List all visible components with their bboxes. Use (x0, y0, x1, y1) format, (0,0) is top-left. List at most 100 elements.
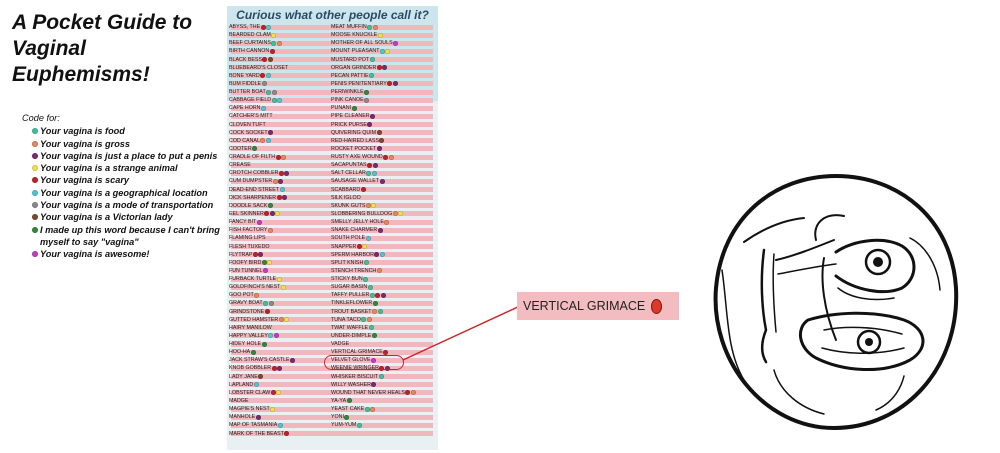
row-stripe (231, 406, 433, 412)
row-stripe (231, 130, 433, 136)
euphemism-entry: SPERM HARBOR (331, 251, 385, 259)
row-stripe (231, 300, 433, 306)
category-dot-icon (377, 32, 383, 38)
legend-color-dot-icon (32, 214, 38, 221)
category-dot-icon (260, 73, 266, 79)
category-dot-icon (371, 170, 377, 176)
euphemism-label: SMELLY JELLY HOLE (331, 219, 384, 226)
category-dot-icon (253, 382, 259, 388)
euphemism-entry: CREASE (229, 161, 251, 169)
category-dot-icon (382, 65, 388, 71)
category-dot-icon (271, 97, 277, 103)
euphemism-entry: SALT CELLAR (331, 169, 377, 177)
row-stripe (231, 211, 433, 217)
category-dot-icon (273, 333, 279, 339)
euphemism-label: SKUNK GUTS (331, 202, 366, 209)
euphemism-guide: Curious what other people call it? ABYSS… (227, 6, 438, 450)
euphemism-label: PIPE CLEANER (331, 113, 370, 120)
category-dot-icon (267, 57, 273, 63)
euphemism-entry: BONE YARD (229, 72, 271, 80)
legend-item: Your vagina is gross (22, 138, 227, 150)
category-dot-icon (269, 211, 275, 217)
row-stripe (231, 276, 433, 282)
legend-item-label: I made up this word because I can't brin… (40, 224, 220, 247)
euphemism-entry: BEARDED CLAM (229, 31, 277, 39)
euphemism-label: FURBACK TURTLE (229, 276, 277, 283)
guide-title: Curious what other people call it? (236, 8, 429, 22)
category-dot-icon (363, 260, 369, 266)
category-dot-icon (387, 81, 393, 87)
category-dot-icon (280, 284, 286, 290)
category-dot-icon (275, 211, 281, 217)
category-dot-icon (284, 431, 290, 436)
category-dot-icon (376, 268, 382, 274)
category-dot-icon (277, 422, 283, 428)
euphemism-label: PENIS PENITENTIARY (331, 80, 387, 87)
legend-item-label: Your vagina is gross (40, 138, 131, 149)
euphemism-label: CAPE HORN (229, 105, 261, 112)
category-dot-icon (277, 97, 283, 103)
category-dot-icon (379, 252, 385, 258)
legend-item-label: Your vagina is a geographical location (40, 187, 208, 198)
euphemism-entry: CRADLE OF FILTH (229, 153, 287, 161)
row-stripe (231, 349, 433, 355)
euphemism-entry: SILK IGLOO (331, 194, 361, 202)
row-stripe (231, 32, 433, 38)
category-dot-icon (372, 309, 378, 315)
euphemism-label: LOBSTER CLAW (229, 389, 271, 396)
euphemism-label: WHISKER BISCUIT (331, 373, 379, 380)
category-dot-icon (258, 252, 264, 258)
row-stripe (231, 422, 433, 428)
euphemism-label: FOOFY BIRD (229, 259, 262, 266)
category-dot-icon (266, 89, 272, 95)
euphemism-label: SLOBBERING BULLDOG (331, 210, 393, 217)
category-dot-icon (379, 178, 385, 184)
legend-color-dot-icon (32, 189, 38, 196)
euphemism-entry: HOO-HA (229, 348, 256, 356)
row-stripe (231, 309, 433, 315)
category-dot-icon (270, 406, 276, 412)
zoomed-callout: VERTICAL GRIMACE (517, 292, 679, 320)
euphemism-label: SILK IGLOO (331, 194, 361, 201)
legend-item-label: Your vagina is food (40, 126, 125, 137)
euphemism-entry: COOTER (229, 145, 258, 153)
row-stripe (231, 73, 433, 79)
euphemism-label: FANCY BIT (229, 219, 257, 226)
category-dot-icon (366, 317, 372, 323)
euphemism-label: COCK SOCKET (229, 129, 268, 136)
category-dot-icon (276, 40, 282, 46)
category-dot-icon (376, 146, 382, 152)
category-dot-icon (366, 170, 372, 176)
euphemism-label: BONE YARD (229, 72, 260, 79)
euphemism-entry: BEEF CURTAINS (229, 39, 282, 47)
euphemism-entry: YEAST CAKE (331, 405, 376, 413)
category-dot-icon (268, 130, 274, 136)
euphemism-label: ROCKET POCKET (331, 145, 377, 152)
euphemism-label: MOTHER OF ALL SOULS (331, 40, 393, 47)
category-dot-icon (267, 227, 273, 233)
row-stripe (231, 414, 433, 420)
euphemism-label: MADGE (229, 397, 249, 404)
category-dot-icon (383, 349, 389, 355)
euphemism-label: CATCHER'S MITT (229, 113, 273, 120)
row-stripe (231, 81, 433, 87)
euphemism-label: YEAST CAKE (331, 406, 365, 413)
euphemism-label: BIRTH CANNON (229, 48, 270, 55)
row-stripe (231, 219, 433, 225)
euphemism-label: FUN TUNNEL (229, 267, 263, 274)
euphemism-label: CREASE (229, 162, 251, 169)
euphemism-label: MARK OF THE BEAST (229, 430, 284, 437)
category-dot-icon (284, 317, 290, 323)
category-dot-icon (271, 40, 277, 46)
category-dot-icon (393, 40, 399, 46)
category-dot-icon (370, 113, 376, 119)
euphemism-entry: YA-YA (331, 397, 352, 405)
category-dot-icon (255, 414, 261, 420)
euphemism-label: SACAPUNTAS (331, 162, 367, 169)
euphemism-label: PUNANI (331, 105, 352, 112)
row-stripe (231, 195, 433, 201)
category-dot-icon (263, 300, 269, 306)
category-dot-icon (270, 390, 276, 396)
legend-color-dot-icon (32, 250, 38, 257)
category-dot-icon (364, 97, 370, 103)
